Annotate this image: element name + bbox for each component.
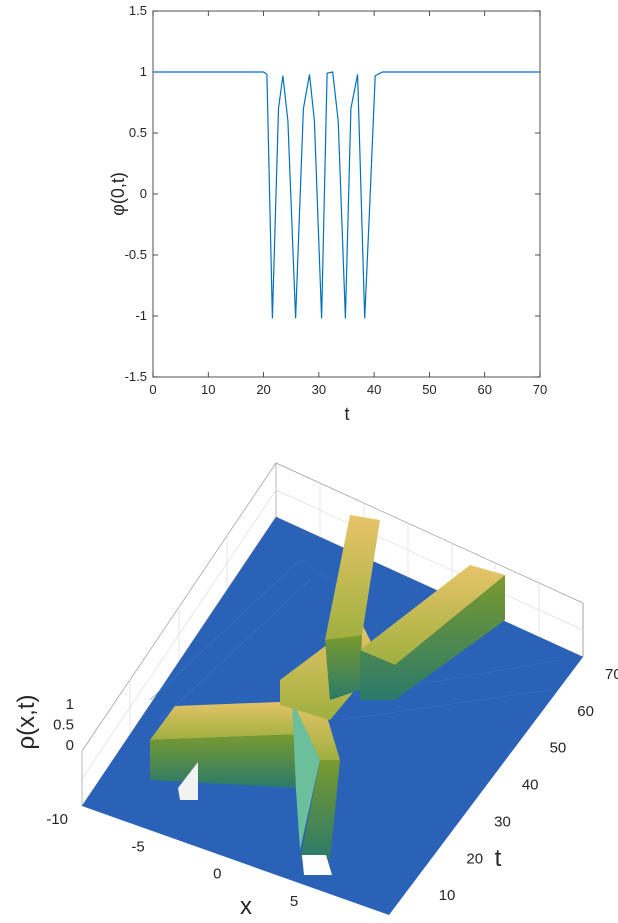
- x3-tick-label: 5: [290, 893, 298, 910]
- z-axis-label: ρ(x,t): [13, 695, 40, 750]
- x-tick-label: 50: [422, 382, 436, 397]
- ridge-down-top: [292, 700, 340, 760]
- y-tick-label: -0.5: [125, 247, 147, 262]
- ripple-line: [149, 559, 301, 701]
- grid-line: [275, 489, 584, 631]
- x-tick-label: 20: [256, 382, 270, 397]
- surface-plot-rho: 00.51 ρ(x,t) -10 -5 0 5 10 x 0 10 20 30 40 50 60 70…: [13, 461, 618, 923]
- x-tick-label: 60: [477, 382, 491, 397]
- x-tick-group: 0 10 20 30 40 50 60 70: [149, 11, 547, 397]
- surface-ridges: [150, 515, 505, 875]
- ridge-down-gap: [302, 855, 332, 875]
- t3-tick-label: 60: [577, 703, 594, 720]
- ripple-line: [159, 579, 311, 721]
- ridge-down-face2: [300, 760, 340, 860]
- y-tick-label: 0: [140, 186, 147, 201]
- ridge-up-face: [325, 635, 362, 700]
- ridge-right-face: [360, 575, 505, 700]
- y-tick-label: 1: [140, 64, 147, 79]
- y-tick-label: 1.5: [129, 3, 147, 18]
- y-tick-label: -1: [135, 308, 147, 323]
- plot-area: [152, 10, 541, 378]
- t3-tick-label: 20: [466, 850, 483, 867]
- ridge-left-face2: [178, 762, 198, 800]
- z-tick-label: 0: [66, 737, 74, 754]
- x-tick-label: 40: [367, 382, 381, 397]
- x-tick-label: 30: [312, 382, 326, 397]
- x-tick-label: 10: [201, 382, 215, 397]
- x3-tick-label: -10: [46, 811, 68, 828]
- ridge-down-face: [292, 700, 320, 850]
- ridge-left-top: [150, 700, 330, 740]
- y-tick-label: 0.5: [129, 125, 147, 140]
- z-tick-group: 00.51: [53, 696, 74, 754]
- t-axis-label-3d: t: [495, 845, 502, 872]
- line-plot-phi: 1.5 1 0.5 0 -0.5 -1 -1.5 0 10 20 30 40 50 60 70 t φ(0…: [108, 3, 547, 424]
- y-tick-group: 1.5 1 0.5 0 -0.5 -1 -1.5: [125, 3, 540, 384]
- series-line-phi: [153, 71, 540, 319]
- ripple-line: [339, 689, 551, 721]
- t3-tick-label: 70: [605, 666, 618, 683]
- x3-tick-group: -10 -5 0 5 10: [46, 811, 375, 923]
- ridge-up-top: [325, 515, 380, 640]
- y-tick-label: -1.5: [125, 369, 147, 384]
- x-axis-label: t: [344, 404, 349, 424]
- x3-tick-label: -5: [131, 838, 144, 855]
- z-tick-label: 1: [66, 696, 74, 713]
- y-axis-label: φ(0,t): [108, 172, 128, 216]
- t3-tick-label: 50: [550, 740, 567, 757]
- x-axis-label-3d: x: [240, 893, 252, 920]
- z-tick-label: 0.5: [53, 717, 74, 734]
- t3-tick-label: 30: [494, 813, 511, 830]
- x3-tick-label: 10: [358, 920, 375, 923]
- x-tick-label: 70: [533, 382, 547, 397]
- t3-tick-label: 10: [439, 887, 456, 904]
- ridge-left-face: [150, 734, 305, 788]
- t3-tick-label: 40: [522, 777, 539, 794]
- x3-tick-label: 0: [213, 866, 221, 883]
- ridge-right-top: [360, 565, 505, 665]
- x-tick-label: 0: [149, 382, 156, 397]
